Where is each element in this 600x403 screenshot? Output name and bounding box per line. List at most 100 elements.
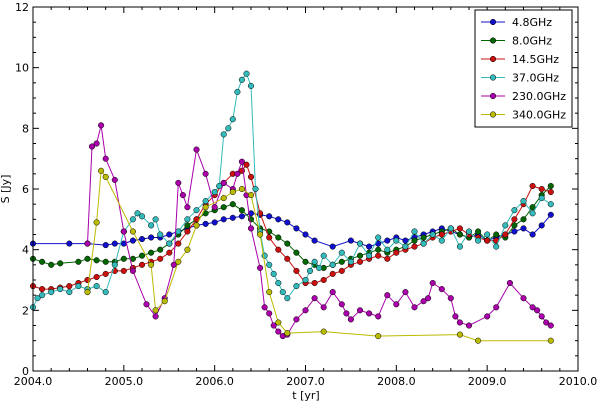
data-point [511, 228, 518, 235]
legend: 4.8GHz 8.0GHz 14.5GHz 37.0GHz 230.0GHz 340.0G… [474, 9, 573, 128]
data-point [520, 216, 527, 223]
data-point [129, 267, 136, 274]
data-point [98, 122, 105, 129]
data-point [275, 319, 282, 326]
data-point [247, 173, 255, 180]
data-point [338, 301, 345, 308]
y-tick-label: 12 [15, 1, 29, 14]
y-axis-label: S [Jy] [0, 175, 12, 204]
legend-marker-0 [489, 18, 497, 26]
data-point [229, 116, 236, 123]
data-point [284, 255, 291, 262]
x-tick-label: 2005.0 [105, 375, 144, 388]
data-point [529, 210, 536, 217]
data-point [393, 301, 400, 308]
x-tick-label: 2004.0 [14, 375, 53, 388]
data-point [220, 195, 227, 202]
data-point [57, 286, 64, 293]
data-point [102, 155, 109, 162]
data-point [175, 228, 182, 235]
data-point [111, 261, 118, 268]
data-point [547, 182, 554, 190]
data-point [275, 234, 282, 241]
data-point [129, 216, 136, 223]
data-point [375, 333, 382, 340]
data-point [84, 240, 91, 247]
series-3 [29, 70, 554, 311]
data-point [39, 286, 46, 293]
data-point [302, 258, 309, 265]
data-point [66, 240, 73, 247]
data-point [402, 237, 409, 244]
legend-marker-5 [489, 111, 497, 118]
legend-label-2: 14.5GHz [512, 53, 559, 66]
data-point [529, 182, 536, 190]
data-point [88, 143, 96, 150]
data-point [66, 283, 73, 290]
data-point [329, 270, 336, 277]
data-point [529, 231, 536, 238]
data-point [420, 298, 427, 305]
data-point [311, 258, 318, 265]
data-point [175, 240, 182, 247]
series-line-4 [87, 125, 552, 337]
y-tick-label: 2 [22, 304, 29, 317]
data-point [266, 261, 273, 268]
data-point [456, 243, 463, 250]
data-point [456, 319, 463, 326]
data-point [547, 337, 554, 344]
data-point [93, 257, 100, 264]
data-point [347, 258, 354, 265]
y-tick-label: 8 [22, 122, 29, 135]
data-point [547, 211, 554, 218]
data-point [138, 236, 146, 243]
data-point [484, 313, 491, 320]
data-point [284, 219, 291, 226]
data-point [534, 307, 541, 314]
data-point [75, 283, 82, 290]
data-point [152, 307, 159, 314]
y-tick-label: 6 [22, 183, 29, 196]
data-point [429, 279, 436, 287]
data-point [229, 201, 236, 208]
data-point [48, 261, 55, 268]
data-point [465, 322, 473, 329]
data-point [238, 158, 245, 165]
data-point [547, 201, 554, 208]
data-point [320, 276, 327, 284]
legend-marker-1 [489, 37, 497, 44]
data-point [102, 270, 109, 277]
data-point [184, 222, 191, 229]
data-point [511, 222, 518, 229]
data-point [166, 240, 173, 247]
data-point [120, 228, 127, 235]
data-point [402, 289, 409, 296]
series-2 [29, 161, 554, 293]
data-point [275, 279, 282, 287]
data-point [184, 204, 191, 211]
data-point [48, 289, 55, 296]
data-point [238, 185, 245, 193]
data-point [543, 319, 550, 326]
data-point [243, 70, 250, 77]
data-point [161, 298, 168, 305]
data-point [393, 249, 400, 256]
data-point [148, 222, 155, 229]
data-point [138, 252, 146, 259]
series-1 [29, 182, 554, 271]
data-point [84, 289, 91, 296]
data-point [39, 292, 46, 299]
data-point [175, 179, 182, 186]
data-point [475, 337, 482, 344]
series-4 [84, 122, 554, 340]
x-tick-label: 2006.0 [195, 375, 234, 388]
data-point [384, 255, 391, 262]
data-point [120, 255, 127, 262]
data-point [284, 240, 291, 247]
data-point [338, 267, 345, 274]
data-point [520, 295, 527, 302]
data-point [284, 295, 291, 302]
data-point [157, 231, 164, 238]
data-point [202, 170, 209, 177]
data-point [329, 261, 336, 268]
